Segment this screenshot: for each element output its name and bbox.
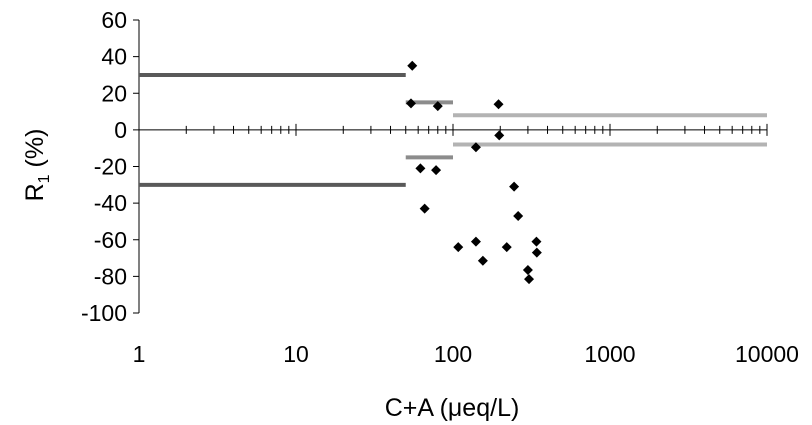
data-point (493, 99, 504, 110)
data-point (509, 181, 520, 192)
y-tick-label: -100 (81, 300, 127, 326)
data-point (431, 165, 442, 176)
y-tick-label: 20 (101, 80, 127, 106)
data-point (415, 163, 426, 174)
data-point (453, 242, 464, 253)
x-tick-label: 1000 (584, 341, 635, 367)
x-axis-title: C+A (μeq/L) (385, 394, 520, 422)
data-point (405, 98, 416, 109)
data-point (470, 236, 481, 247)
y-axis-title: R1 (%) (21, 129, 53, 202)
data-point (531, 236, 542, 247)
x-tick-label: 10 (283, 341, 309, 367)
data-point (470, 142, 481, 153)
data-point (407, 60, 418, 71)
data-point (494, 130, 505, 141)
y-tick-label: 60 (101, 7, 127, 33)
data-point (419, 203, 430, 214)
y-tick-label: 0 (114, 117, 127, 143)
x-tick-label: 100 (434, 341, 472, 367)
x-tick-label: 1 (133, 341, 146, 367)
data-point (522, 264, 533, 275)
data-point (524, 274, 535, 285)
y-tick-label: 40 (101, 44, 127, 70)
y-tick-label: -60 (94, 227, 127, 253)
data-point (513, 210, 524, 221)
data-point (531, 247, 542, 258)
data-point (477, 255, 488, 266)
y-tick-label: -80 (94, 263, 127, 289)
plot-area: -100 -80 -60 -40 -20 0 20 40 60 1 10 100 1000 10000 (81, 7, 799, 367)
y-tick-label: -20 (94, 154, 127, 180)
data-point (501, 242, 512, 253)
y-tick-label: -40 (94, 190, 127, 216)
data-point (432, 101, 443, 112)
x-tick-label: 10000 (735, 341, 799, 367)
